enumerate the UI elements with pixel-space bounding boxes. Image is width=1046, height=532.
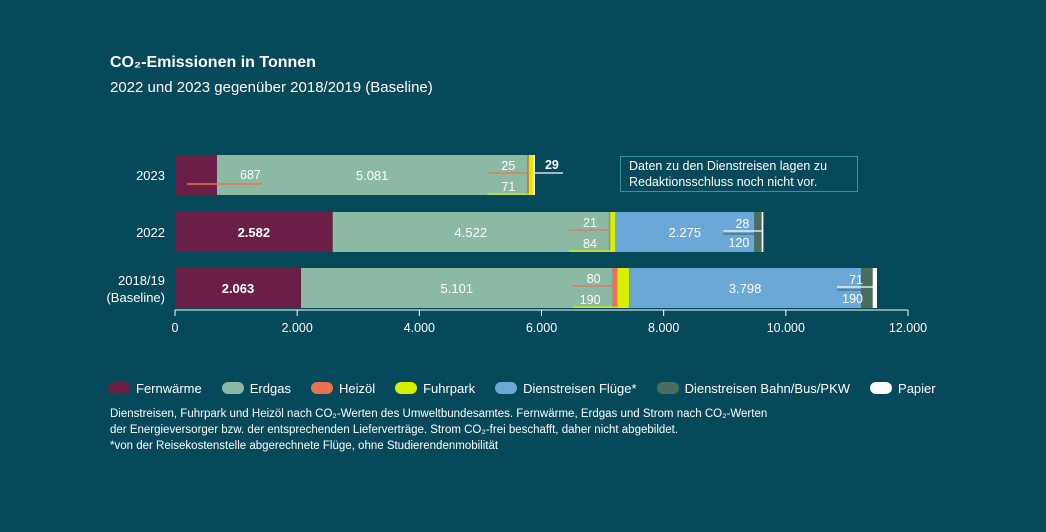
bar-segment-1-3: [610, 212, 616, 252]
legend-label-1: Erdgas: [249, 380, 291, 396]
data-label-fernwaerme-1: 2.582: [238, 225, 271, 240]
data-label-heizoel-2: 80: [587, 272, 601, 286]
data-label-fluege-2: 3.798: [729, 281, 762, 296]
legend-label-0: Fernwärme: [136, 380, 202, 396]
bar-segment-2-6: [872, 268, 878, 308]
x-tick-label-4: 8.000: [648, 321, 679, 335]
data-label-fuhrpark-1: 84: [583, 237, 597, 251]
legend-swatch-6: [870, 382, 893, 394]
note-line-2: Redaktionsschluss noch nicht vor.: [629, 175, 818, 189]
legend-item-3: Fuhrpark: [395, 381, 475, 396]
data-label-fernwaerme-2: 2.063: [222, 281, 255, 296]
footnote-line-3: *von der Reisekostenstelle abgerechnete …: [110, 440, 499, 452]
bar-segment-1-1: [332, 212, 609, 252]
legend-swatch-4: [495, 382, 518, 394]
legend-item-0: Fernwärme: [108, 381, 202, 396]
legend-swatch-1: [221, 382, 244, 394]
chart-title: CO₂-Emissionen in Tonnen: [110, 54, 316, 71]
bar-segment-0-2: [527, 155, 529, 195]
legend-item-5: Dienstreisen Bahn/Bus/PKW: [656, 380, 851, 396]
bar-segment-0-1: [216, 155, 528, 195]
travel-data-note: Daten zu den Dienstreisen lagen zu Redak…: [620, 156, 858, 192]
data-label-erdgas-0: 5.081: [356, 168, 389, 183]
data-label-heizoel-0: 25: [501, 159, 515, 173]
x-tick-label-6: 12.000: [889, 321, 927, 335]
data-label-fuhrpark-2: 190: [580, 293, 601, 307]
bar-segment-1-5: [754, 212, 762, 252]
data-label-bahn-1: 120: [728, 236, 749, 250]
data-label-papier-2: 71: [849, 273, 863, 287]
legend-label-6: Papier: [898, 380, 936, 396]
data-label-fluege-1: 2.275: [669, 225, 702, 240]
x-tick-label-0: 0: [172, 321, 179, 335]
bar-segment-1-0: [175, 212, 333, 252]
data-label-papier-0: 29: [545, 158, 559, 172]
bar-segment-2-2: [612, 268, 618, 308]
legend-label-5: Dienstreisen Bahn/Bus/PKW: [684, 380, 851, 396]
legend-item-4: Dienstreisen Flüge*: [495, 380, 637, 396]
bar-segment-2-4: [629, 268, 862, 308]
bar-segment-2-5: [861, 268, 873, 308]
data-label-erdgas-2: 5.101: [441, 281, 474, 296]
x-tick-label-5: 10.000: [767, 321, 805, 335]
bar-segment-2-0: [175, 268, 302, 308]
legend-item-2: Heizöl: [310, 380, 376, 396]
legend-label-2: Heizöl: [338, 380, 376, 396]
chart-subtitle: 2022 und 2023 gegenüber 2018/2019 (Basel…: [110, 79, 433, 96]
bar-segment-0-0: [175, 155, 217, 195]
data-label-erdgas-1: 4.522: [455, 225, 488, 240]
legend-swatch-5: [656, 382, 679, 394]
x-tick-label-1: 2.000: [282, 321, 313, 335]
bar-segment-1-6: [761, 212, 764, 252]
category-label-2-0: 2018/19: [118, 273, 165, 288]
category-label-2-1: (Baseline): [106, 290, 165, 305]
category-label-1-0: 2022: [136, 225, 165, 240]
data-label-bahn-2: 190: [842, 292, 863, 306]
data-label-papier-1: 28: [735, 217, 749, 231]
chart-legend: Fernwärme Erdgas Heizöl Fuhrpark Dienstreise…: [108, 379, 1008, 397]
x-tick-label-2: 4.000: [404, 321, 435, 335]
bar-segment-1-2: [608, 212, 611, 252]
category-label-0-0: 2023: [136, 168, 165, 183]
bar-segment-1-4: [615, 212, 755, 252]
footnote-line-2: der Energieversorger bzw. der entspreche…: [110, 424, 679, 436]
data-label-fuhrpark-0: 71: [501, 180, 515, 194]
bar-segment-0-6: [533, 155, 535, 195]
legend-item-6: Papier: [870, 381, 936, 396]
legend-swatch-3: [395, 382, 418, 394]
bar-segment-2-3: [617, 268, 630, 308]
bar-segment-0-3: [528, 155, 534, 195]
footnote-line-1: Dienstreisen, Fuhrpark und Heizöl nach C…: [110, 408, 768, 420]
footnotes: Dienstreisen, Fuhrpark und Heizöl nach C…: [110, 406, 930, 454]
bar-segment-2-1: [301, 268, 613, 308]
legend-swatch-2: [310, 382, 333, 394]
legend-swatch-0: [108, 382, 130, 394]
legend-label-4: Dienstreisen Flüge*: [523, 380, 637, 396]
legend-label-3: Fuhrpark: [423, 380, 476, 396]
data-label-heizoel-1: 21: [583, 216, 597, 230]
note-line-1: Daten zu den Dienstreisen lagen zu: [629, 159, 828, 173]
legend-item-1: Erdgas: [221, 380, 291, 396]
x-tick-label-3: 6.000: [526, 321, 557, 335]
data-label-fernwaerme-0: 687: [240, 168, 261, 182]
